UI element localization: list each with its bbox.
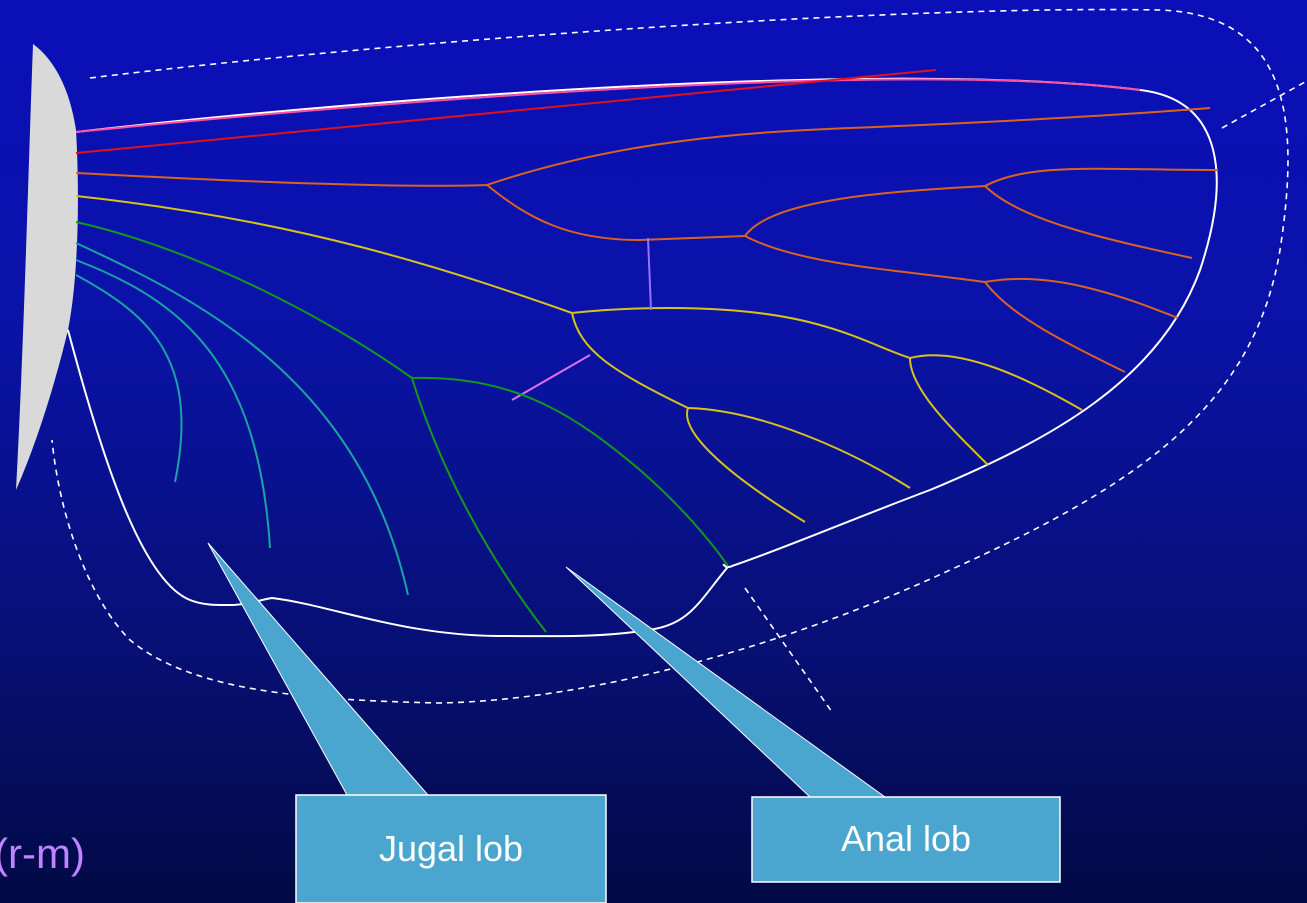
media-m2 xyxy=(909,357,989,466)
anal-vein-1 xyxy=(75,242,409,596)
subcosta-vein xyxy=(75,69,937,154)
media-veins xyxy=(75,195,1083,523)
cubitus-veins xyxy=(75,221,729,633)
outer-wing-outline-dashed xyxy=(51,8,1289,704)
cubitus-cu1 xyxy=(411,376,729,567)
callout-anal-lob: Anal lob xyxy=(565,566,1061,883)
media-m4 xyxy=(686,407,806,523)
media-main xyxy=(75,195,573,314)
radius-r45 xyxy=(744,235,986,283)
anal-vein-3 xyxy=(75,274,183,483)
radius-r3 xyxy=(984,185,1193,259)
callout-jugal-lob: Jugal lob xyxy=(207,542,607,903)
radius-r4 xyxy=(984,277,1179,319)
radius-r5 xyxy=(984,281,1126,373)
media-m34-stem xyxy=(571,312,689,409)
crossvein-legend-label: (r-m) xyxy=(0,830,85,877)
callout-jugal-label: Jugal lob xyxy=(379,828,523,869)
radius-main xyxy=(75,172,488,187)
radius-veins xyxy=(75,107,1219,373)
dashed-guides xyxy=(51,8,1306,713)
radial-sector xyxy=(486,184,746,242)
callout-anal-label: Anal lob xyxy=(841,818,971,859)
callout-anal-box xyxy=(751,796,1061,883)
radius-r23 xyxy=(744,185,986,237)
radius-r2 xyxy=(984,167,1219,187)
callout-jugal-box xyxy=(295,794,607,903)
anal-veins xyxy=(75,242,409,596)
anal-fold-guide-dashed xyxy=(744,587,833,713)
crossvein-m-cu xyxy=(511,354,591,401)
costa-vein xyxy=(75,78,1141,133)
anal-vein-2 xyxy=(75,259,271,549)
media-m12-stem xyxy=(571,307,911,359)
crossvein-r-m xyxy=(647,237,652,311)
wing-base xyxy=(16,44,78,490)
cubitus-cu2 xyxy=(411,377,547,633)
apex-guide-dashed xyxy=(1221,81,1306,129)
wing-outline xyxy=(67,77,1218,638)
callout-jugal-pointer xyxy=(207,542,430,796)
media-m1 xyxy=(909,354,1083,411)
radius-r1 xyxy=(486,107,1211,186)
cubitus-main xyxy=(75,221,413,379)
media-m3 xyxy=(687,407,911,489)
